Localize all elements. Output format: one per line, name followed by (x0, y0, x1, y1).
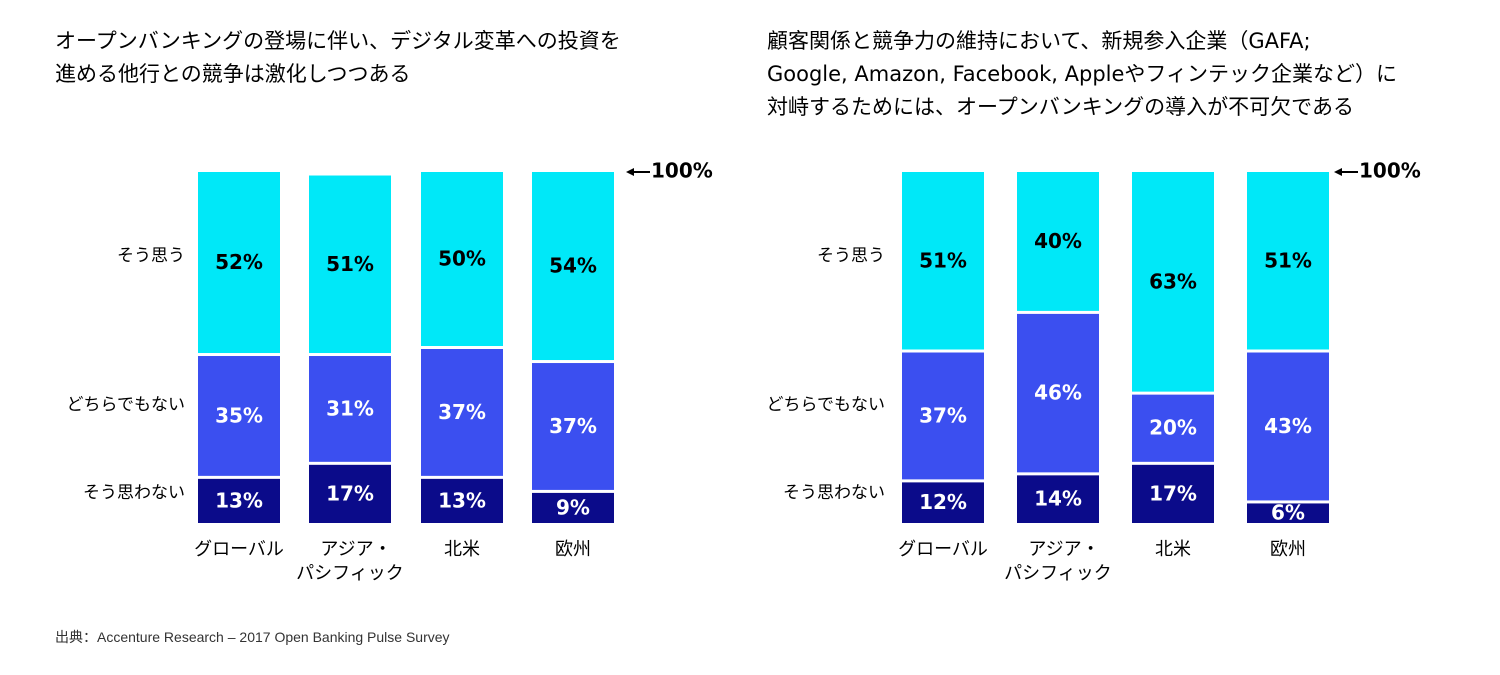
bar-segment (532, 363, 614, 490)
data-label: 50% (438, 247, 486, 271)
bar-segment (902, 172, 984, 350)
bar-segment (1132, 464, 1214, 523)
data-label: 54% (549, 254, 597, 278)
bar-segment (1017, 313, 1099, 473)
bar-segment (532, 492, 614, 523)
data-label: 37% (438, 400, 486, 424)
row-label: そう思わない (783, 483, 885, 503)
data-label: 37% (919, 403, 967, 427)
bar-stack: 17% 20% 63% (1132, 172, 1214, 523)
marker-100: 100% (626, 159, 713, 183)
bar-segment (1247, 172, 1329, 350)
chart-title-left-line-1: オープンバンキングの登場に伴い、デジタル変革への投資を (55, 29, 621, 53)
data-label: 35% (215, 403, 263, 427)
data-label: 51% (326, 252, 374, 276)
data-label: 52% (215, 250, 263, 274)
data-label: 31% (326, 396, 374, 420)
category-label: アジア・ (1028, 539, 1099, 560)
chart-title-right: 顧客関係と競争力の維持において、新規参入企業（GAFA; Google, Ama… (767, 25, 1397, 124)
data-label: 6% (1271, 501, 1305, 525)
category-label: グローバル (194, 539, 284, 560)
row-label: どちらでもない (767, 395, 886, 415)
data-label: 13% (438, 488, 486, 512)
data-label: 43% (1264, 414, 1312, 438)
category-label: 北米 (444, 539, 480, 560)
bar-segment (198, 478, 280, 523)
category-label: パシフィック (1004, 563, 1112, 584)
category-label: パシフィック (296, 563, 404, 584)
data-label: 17% (1149, 481, 1197, 505)
data-label: 37% (549, 414, 597, 438)
data-label: 17% (326, 481, 374, 505)
chart-title-right-line-3: 対峙するためには、オープンバンキングの導入が不可欠である (767, 95, 1354, 119)
data-label: 14% (1034, 487, 1082, 511)
bar-segment (1247, 503, 1329, 523)
data-label: 20% (1149, 416, 1197, 440)
bar-segment (198, 356, 280, 476)
arrow-left-icon (626, 168, 634, 176)
row-label: そう思う (817, 246, 885, 266)
bar-segment (902, 482, 984, 523)
bar-segment (1017, 475, 1099, 523)
chart-title-right-line-1: 顧客関係と競争力の維持において、新規参入企業（GAFA; (767, 29, 1311, 53)
data-label: 40% (1034, 229, 1082, 253)
bar-segment (421, 172, 503, 346)
bar-segment (309, 464, 391, 523)
data-label: 13% (215, 488, 263, 512)
bar-segment (1132, 172, 1214, 392)
bar-segment (1132, 394, 1214, 462)
bar-segment (1247, 352, 1329, 501)
category-label: アジア・ (320, 539, 391, 560)
marker-label: 100% (1359, 159, 1421, 183)
row-label: そう思わない (83, 483, 185, 503)
bar-stack: 13% 35% 52% (198, 172, 280, 523)
data-label: 51% (1264, 248, 1312, 272)
category-label: グローバル (898, 539, 988, 560)
bar-segment (902, 352, 984, 480)
bar-stack: 13% 37% 50% (421, 172, 503, 523)
source-note: 出典：Accenture Research – 2017 Open Bankin… (55, 629, 450, 645)
data-label: 12% (919, 490, 967, 514)
bar-segment (1017, 172, 1099, 311)
chart-title-right-line-2: Google, Amazon, Facebook, Appleやフィンテック企業… (767, 62, 1398, 86)
bar-segment (421, 349, 503, 476)
chart-title-left: オープンバンキングの登場に伴い、デジタル変革への投資を 進める他行との競争は激化… (55, 25, 621, 91)
bar-stack: 9% 37% 54% (532, 172, 614, 523)
marker-100: 100% (1334, 159, 1421, 183)
bar-stack: 14% 46% 40% (1017, 172, 1099, 523)
bar-segment (309, 175, 391, 354)
bar-segment (532, 172, 614, 361)
bar-segment (309, 356, 391, 462)
bar-segment (421, 478, 503, 523)
row-label: どちらでもない (67, 395, 186, 415)
data-label: 9% (556, 495, 590, 519)
category-label: 北米 (1155, 539, 1191, 560)
data-label: 63% (1149, 269, 1197, 293)
bar-segment (198, 172, 280, 354)
data-label: 51% (919, 248, 967, 272)
bar-stack: 17% 31% 51% (309, 175, 391, 523)
data-label: 46% (1034, 381, 1082, 405)
row-label: そう思う (117, 246, 185, 266)
bar-stack: 6% 43% 51% (1247, 172, 1329, 525)
bar-stack: 12% 37% 51% (902, 172, 984, 523)
category-label: 欧州 (555, 539, 591, 560)
marker-label: 100% (651, 159, 713, 183)
category-label: 欧州 (1270, 539, 1306, 560)
chart-title-left-line-2: 進める他行との競争は激化しつつある (55, 62, 411, 86)
arrow-left-icon (1334, 168, 1342, 176)
